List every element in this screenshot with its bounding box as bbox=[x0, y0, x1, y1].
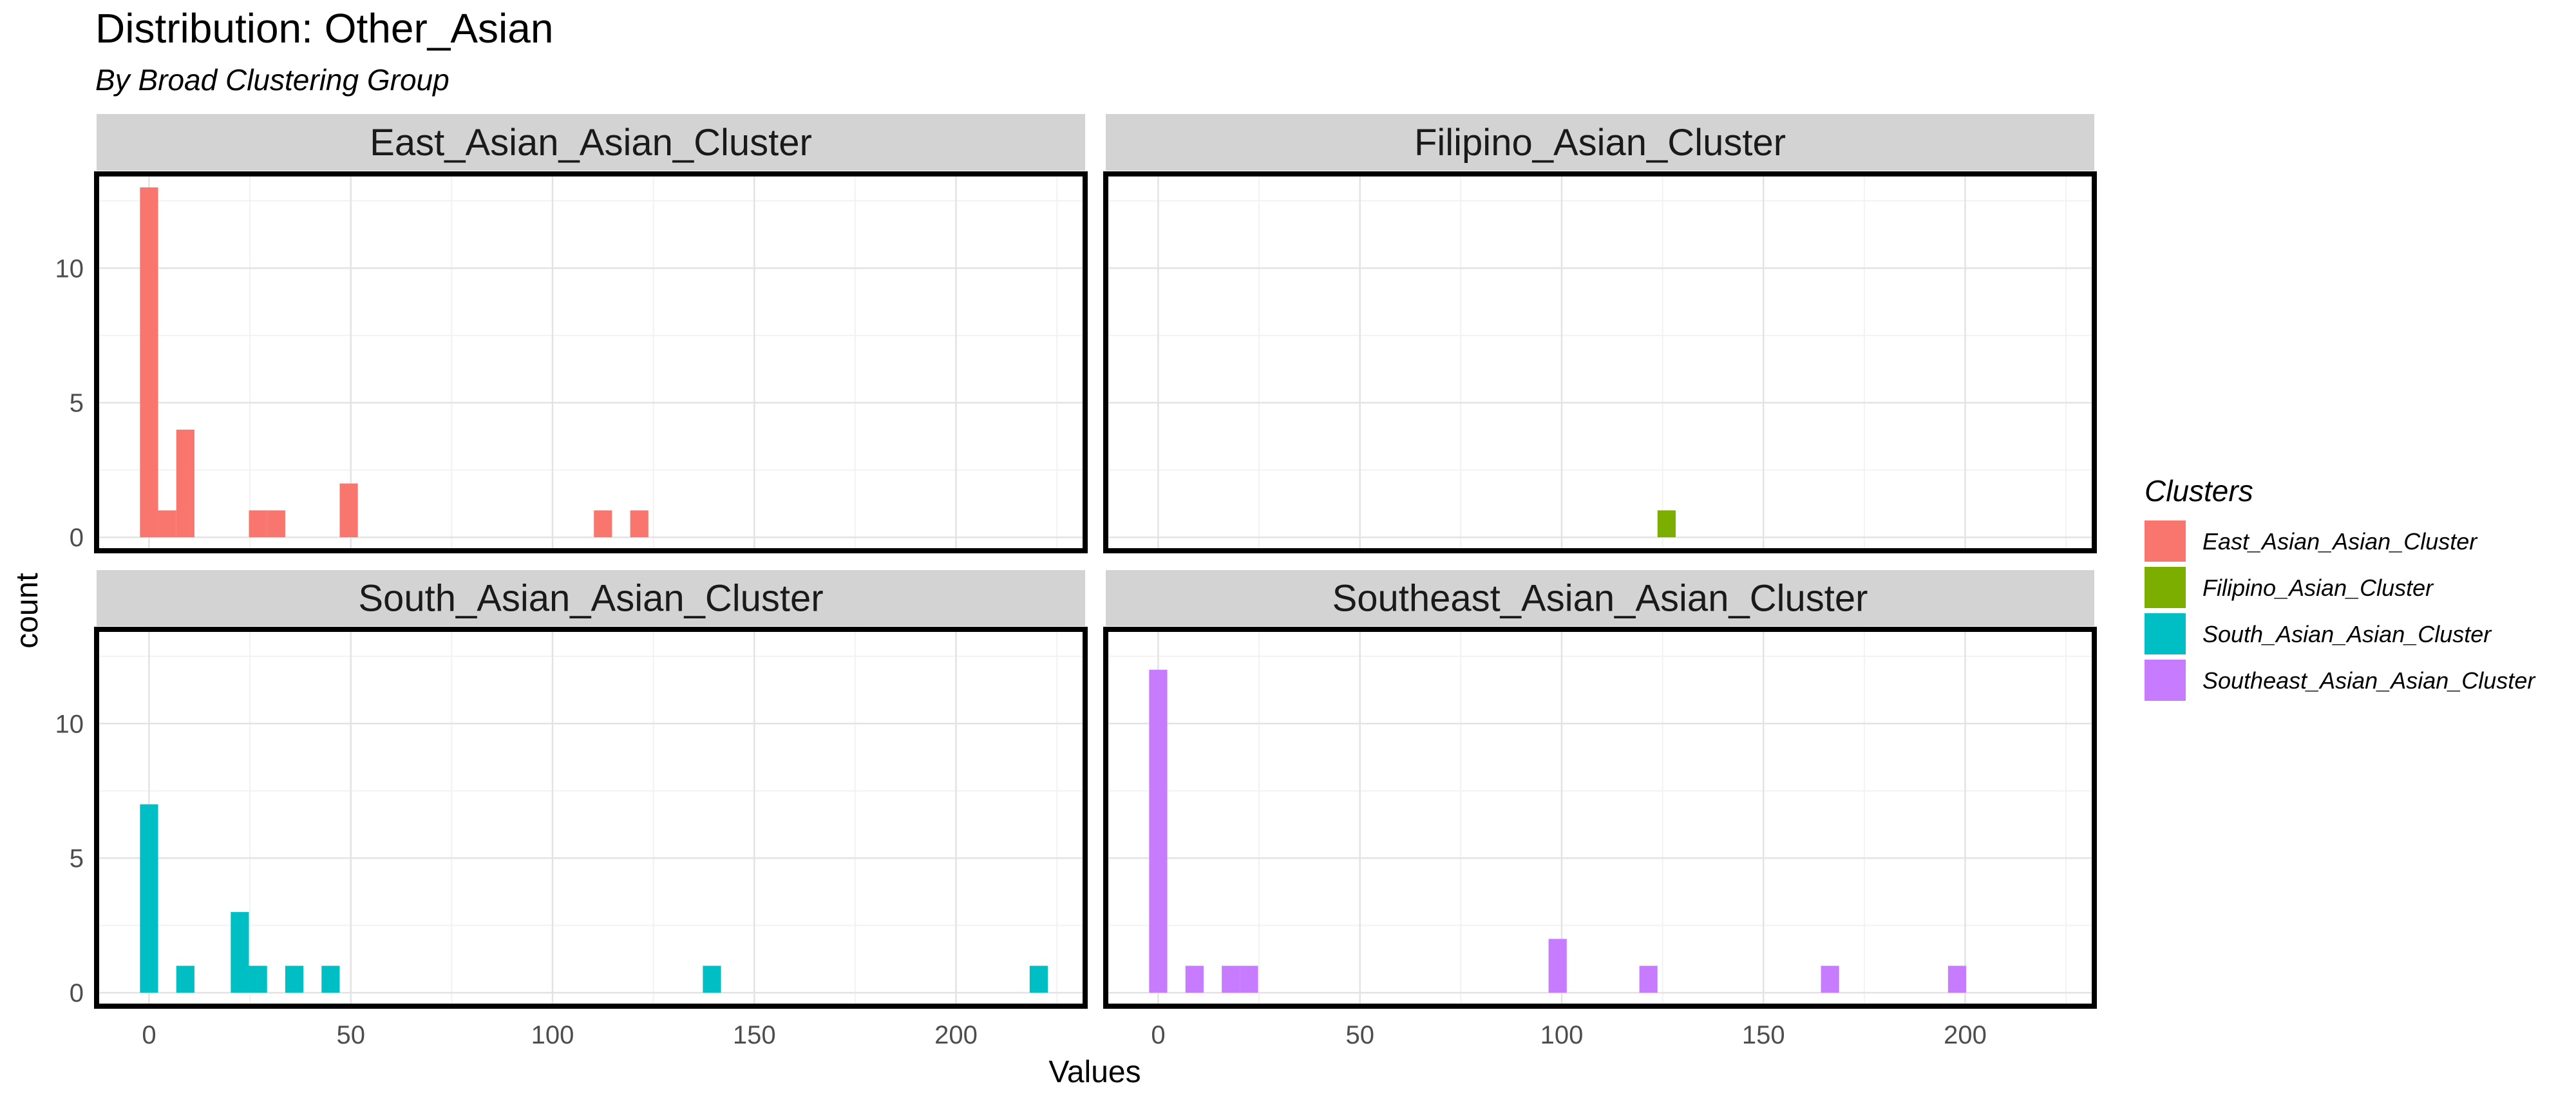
y-tick-label: 5 bbox=[70, 844, 84, 873]
histogram-bar bbox=[703, 966, 721, 993]
x-tick-label: 150 bbox=[733, 1021, 776, 1049]
x-tick-label: 100 bbox=[1540, 1021, 1584, 1049]
x-tick-label: 50 bbox=[336, 1021, 365, 1049]
legend-label: South_Asian_Asian_Cluster bbox=[2202, 621, 2492, 647]
histogram-bar bbox=[594, 510, 612, 538]
y-axis-title: count bbox=[10, 573, 44, 648]
histogram-bar bbox=[1222, 966, 1240, 993]
x-axis-title: Values bbox=[1048, 1055, 1141, 1089]
facet-strip-label: East_Asian_Asian_Cluster bbox=[370, 122, 812, 164]
facet-panel: Southeast_Asian_Asian_Cluster bbox=[1103, 570, 2097, 1009]
y-tick-label: 5 bbox=[70, 389, 84, 417]
histogram-bar bbox=[1821, 966, 1839, 993]
histogram-bar bbox=[339, 483, 358, 538]
histogram-bar bbox=[1947, 966, 1967, 993]
y-tick-label: 0 bbox=[70, 979, 84, 1007]
y-tick-label: 10 bbox=[55, 254, 84, 283]
histogram-bar bbox=[1240, 966, 1258, 993]
facet-panels: East_Asian_Asian_Cluster Filipino_Asian_C… bbox=[94, 114, 2097, 1009]
legend-title: Clusters bbox=[2145, 474, 2253, 508]
histogram-bar bbox=[267, 510, 285, 538]
histogram-bar bbox=[1657, 510, 1676, 538]
histogram-bar bbox=[249, 510, 267, 538]
chart-title: Distribution: Other_Asian bbox=[95, 5, 553, 52]
facet-panel: East_Asian_Asian_Cluster bbox=[94, 114, 1088, 553]
histogram-bar bbox=[249, 966, 267, 993]
legend-swatch bbox=[2145, 567, 2186, 608]
histogram-bar bbox=[176, 966, 194, 993]
histogram-bar bbox=[158, 510, 176, 538]
legend-label: Filipino_Asian_Cluster bbox=[2202, 575, 2434, 601]
histogram-bar bbox=[1029, 966, 1048, 993]
x-tick-label: 50 bbox=[1345, 1021, 1374, 1049]
histogram-bar bbox=[285, 966, 304, 993]
legend-swatch bbox=[2145, 520, 2186, 562]
x-tick-label: 100 bbox=[531, 1021, 574, 1049]
legend-swatch bbox=[2145, 613, 2186, 654]
panel-border bbox=[1103, 627, 2097, 1009]
y-tick-label: 10 bbox=[55, 710, 84, 738]
facet-panel: South_Asian_Asian_Cluster bbox=[94, 570, 1088, 1009]
panel-border bbox=[94, 171, 1088, 553]
histogram-bar bbox=[1639, 966, 1658, 993]
histogram-bar bbox=[140, 804, 158, 993]
facet-strip bbox=[97, 570, 1085, 626]
facet-strip bbox=[97, 114, 1085, 171]
panel-border bbox=[94, 627, 1088, 1009]
legend: Clusters East_Asian_Asian_Cluster Filipin… bbox=[2145, 474, 2536, 701]
facet-strip-label: Southeast_Asian_Asian_Cluster bbox=[1332, 578, 1868, 620]
histogram-bar bbox=[1185, 966, 1204, 993]
histogram-bar bbox=[630, 510, 649, 538]
x-tick-label: 0 bbox=[1151, 1021, 1165, 1049]
x-tick-label: 0 bbox=[142, 1021, 156, 1049]
histogram-bar bbox=[1548, 939, 1567, 993]
histogram-bar bbox=[231, 911, 249, 993]
x-tick-label: 200 bbox=[1944, 1021, 1987, 1049]
facet-strip-label: Filipino_Asian_Cluster bbox=[1414, 122, 1786, 164]
legend-swatch bbox=[2145, 660, 2186, 701]
facet-strip bbox=[1106, 570, 2094, 626]
facet-strip-label: South_Asian_Asian_Cluster bbox=[358, 578, 823, 620]
histogram-bar bbox=[1149, 669, 1168, 993]
legend-label: Southeast_Asian_Asian_Cluster bbox=[2202, 667, 2536, 694]
x-tick-label: 150 bbox=[1742, 1021, 1785, 1049]
facet-strip bbox=[1106, 114, 2094, 171]
panel-border bbox=[1103, 171, 2097, 553]
legend-label: East_Asian_Asian_Cluster bbox=[2202, 528, 2478, 555]
chart-subtitle: By Broad Clustering Group bbox=[95, 63, 450, 97]
y-tick-label: 0 bbox=[70, 524, 84, 552]
histogram-bar bbox=[140, 187, 158, 538]
histogram-bar bbox=[321, 966, 340, 993]
histogram-bar bbox=[176, 429, 194, 538]
facet-panel: Filipino_Asian_Cluster bbox=[1103, 114, 2097, 553]
x-tick-label: 200 bbox=[934, 1021, 978, 1049]
